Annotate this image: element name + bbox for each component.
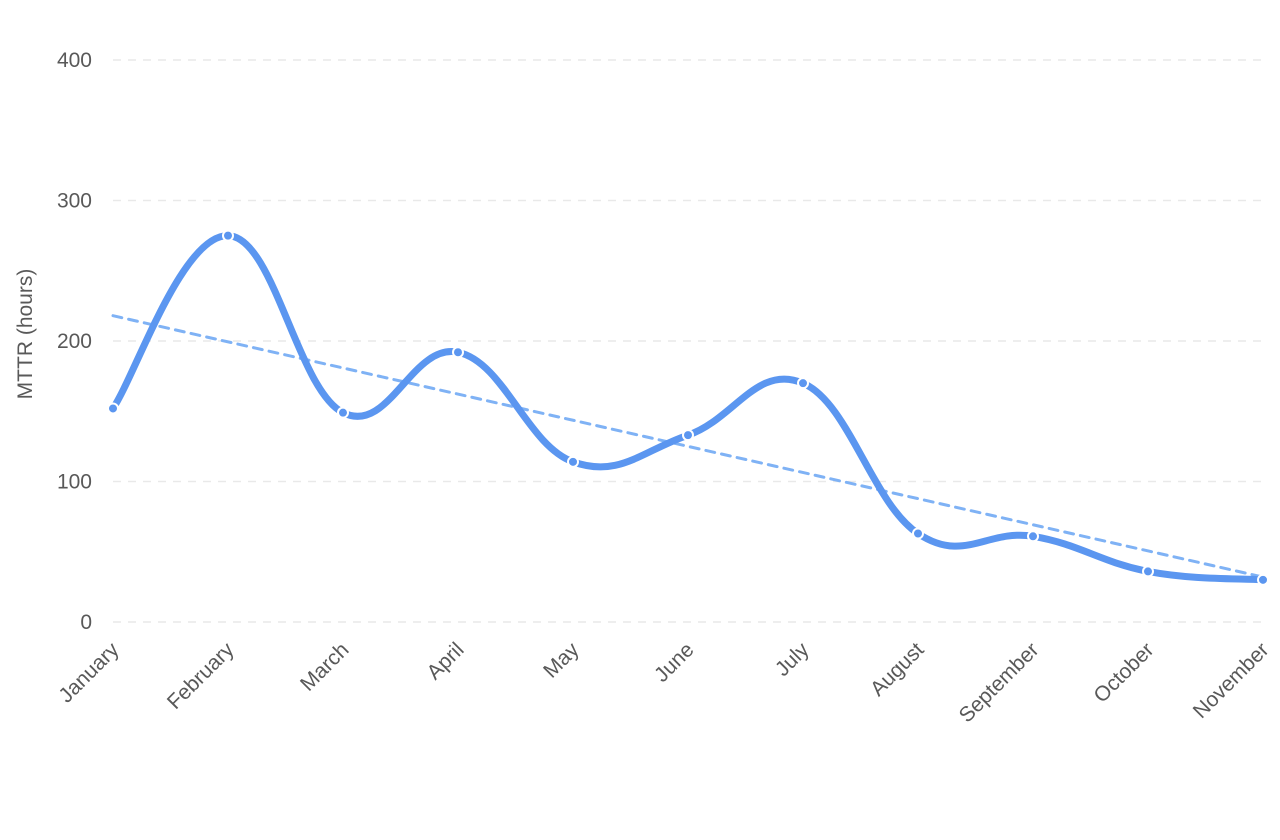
y-tick-label: 300	[57, 190, 92, 213]
y-tick-label: 400	[57, 49, 92, 72]
data-point-january[interactable]	[107, 402, 119, 415]
x-tick-label: July	[771, 638, 814, 681]
x-tick-label: October	[1089, 638, 1158, 707]
data-point-july[interactable]	[797, 377, 809, 390]
data-points	[107, 229, 1269, 586]
data-point-april[interactable]	[452, 346, 464, 359]
x-tick-label: April	[423, 638, 469, 684]
y-tick-label: 100	[57, 471, 92, 494]
x-tick-label: January	[54, 638, 123, 707]
data-point-november[interactable]	[1257, 573, 1269, 586]
data-point-june[interactable]	[682, 429, 694, 442]
series-layer	[109, 232, 1267, 584]
trendline	[111, 314, 1265, 579]
x-tick-label: May	[539, 638, 584, 683]
x-tick-label: March	[296, 638, 354, 696]
grid-lines	[113, 59, 1263, 623]
data-point-august[interactable]	[912, 527, 924, 540]
x-tick-label: November	[1189, 638, 1274, 723]
x-tick-label: June	[650, 638, 698, 686]
data-point-february[interactable]	[222, 229, 234, 242]
data-point-may[interactable]	[567, 455, 579, 468]
data-point-october[interactable]	[1142, 565, 1154, 578]
y-axis-title: MTTR (hours)	[14, 269, 37, 400]
x-axis-ticks: January February March April May June July Augu…	[54, 638, 1273, 727]
series-line	[109, 232, 1267, 584]
data-point-september[interactable]	[1027, 530, 1039, 543]
y-tick-label: 200	[57, 330, 92, 353]
y-axis-ticks: 0 100 200 300 400	[57, 49, 92, 634]
x-tick-label: August	[866, 638, 929, 701]
data-point-march[interactable]	[337, 406, 349, 419]
x-tick-label: February	[163, 638, 239, 714]
trendline-layer	[111, 314, 1265, 579]
y-tick-label: 0	[80, 611, 92, 634]
x-tick-label: September	[955, 638, 1044, 727]
